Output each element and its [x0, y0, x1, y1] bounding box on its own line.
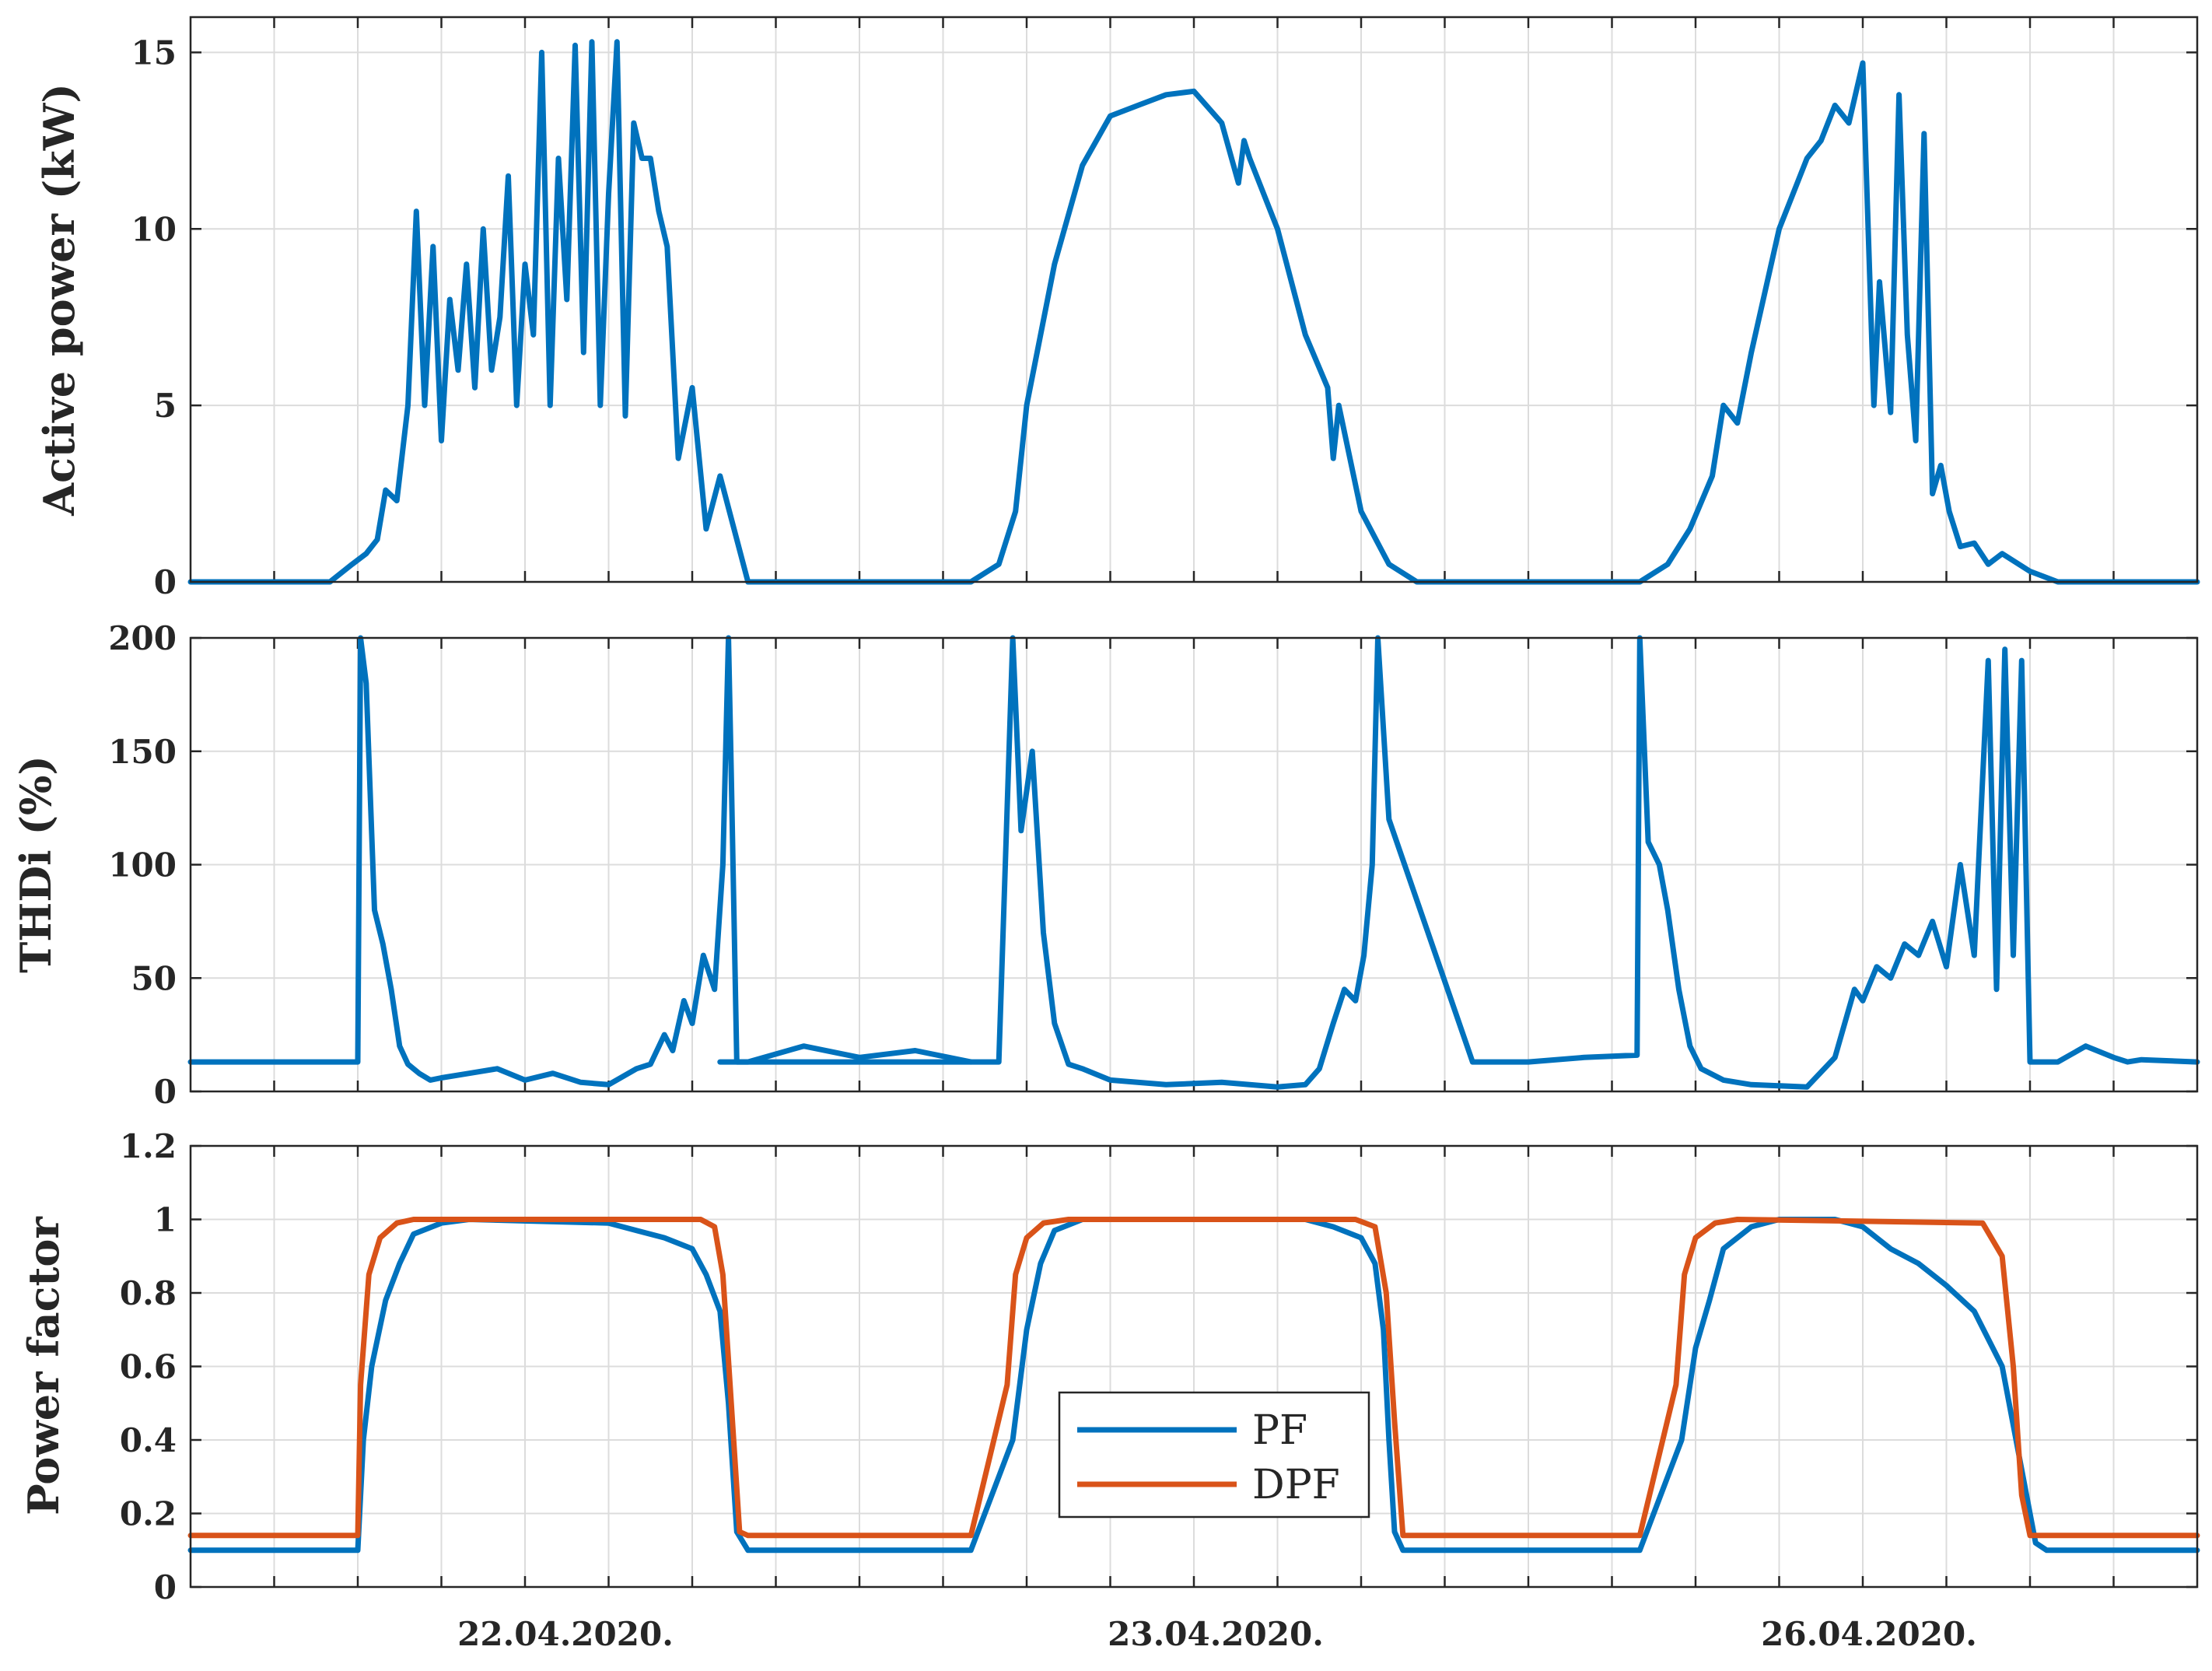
power-factor-y-tick-label: 1	[154, 1201, 177, 1239]
x-tick-label-3: 26.04.2020.	[1761, 1615, 1977, 1653]
active-power-y-tick-label: 15	[131, 33, 177, 72]
power-factor-y-tick-label: 1.2	[120, 1127, 177, 1165]
power-factor-y-tick-label: 0.4	[120, 1421, 177, 1459]
thdi-y-tick-label: 0	[154, 1073, 177, 1111]
thdi-y-tick-label: 200	[108, 619, 177, 657]
x-tick-label-1: 22.04.2020.	[457, 1615, 674, 1653]
thdi-series-0-line	[187, 635, 2200, 1090]
thdi-y-tick-label: 50	[131, 959, 177, 997]
thdi-y-tick-label: 100	[108, 846, 177, 885]
power-factor-y-tick-label: 0.2	[120, 1495, 177, 1533]
power-factor-y-tick-label: 0.8	[120, 1274, 177, 1312]
thdi-panel: 0 50 100 150 200 THDi (%)	[11, 619, 2200, 1111]
power-factor-y-tick-label: 0.6	[120, 1348, 177, 1386]
legend: PF DPF	[1058, 1391, 1370, 1519]
active-power-series-0-line	[187, 39, 2200, 585]
power-factor-series-dpf-line	[187, 1217, 2200, 1539]
x-tick-label-2: 23.04.2020.	[1108, 1615, 1324, 1653]
power-factor-y-tick-label: 0	[154, 1568, 177, 1606]
thdi-y-tick-label: 150	[108, 733, 177, 771]
active-power-y-tick-label: 10	[131, 210, 177, 248]
active-power-axes-frame	[189, 16, 2199, 583]
active-power-y-axis-label: Active power (kW)	[34, 83, 84, 517]
legend-label-pf: PF	[1252, 1407, 1307, 1454]
power-factor-panel: 0 0.2 0.4 0.6 0.8 1 1.2 Power factor	[19, 1127, 2200, 1606]
thdi-axes-frame	[189, 636, 2199, 1093]
power-factor-series-pf-line	[187, 1217, 2200, 1554]
power-factor-y-axis-label: Power factor	[19, 1217, 68, 1515]
active-power-y-tick-label: 0	[154, 563, 177, 601]
thdi-y-axis-label: THDi (%)	[11, 755, 61, 973]
active-power-y-tick-label: 5	[154, 387, 177, 425]
legend-label-dpf: DPF	[1252, 1462, 1340, 1508]
power-factor-axes-frame	[189, 1144, 2199, 1589]
active-power-panel: 0 5 10 15 Active power (kW)	[34, 16, 2200, 601]
